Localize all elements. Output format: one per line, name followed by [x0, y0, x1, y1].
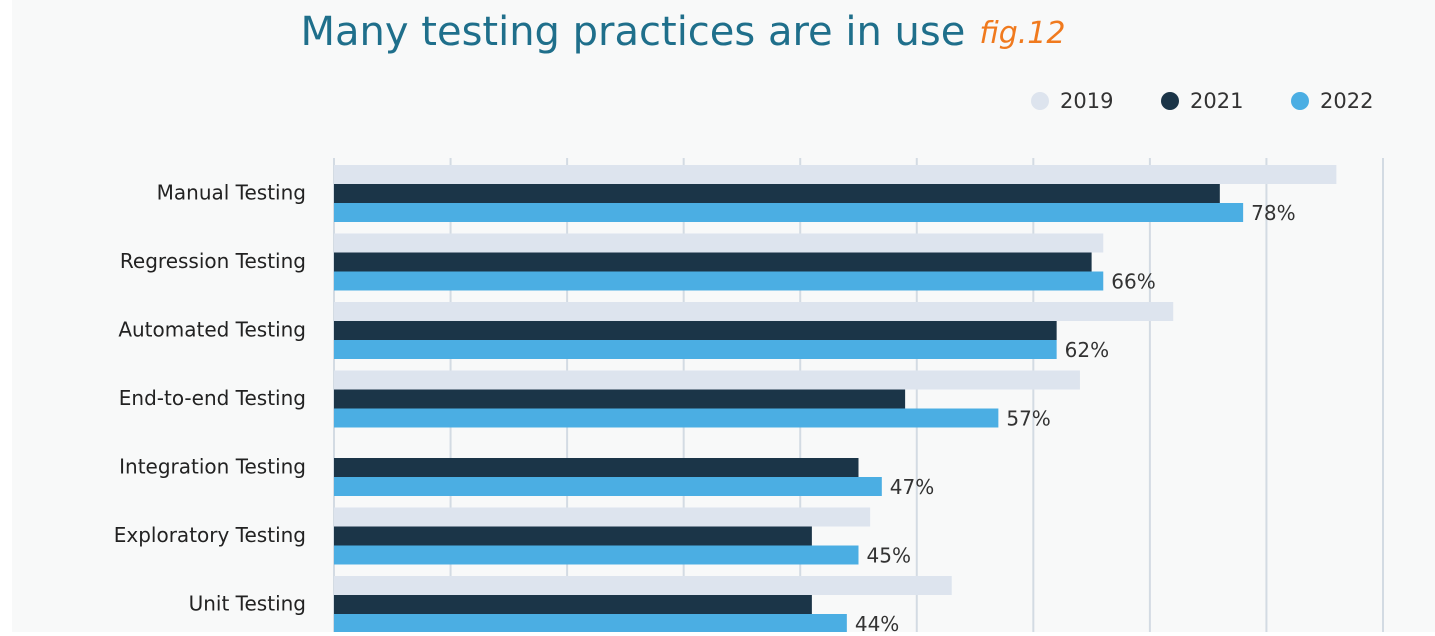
bar [334, 545, 859, 565]
bar [334, 389, 906, 409]
value-label: 44% [855, 612, 899, 632]
category-label: Automated Testing [118, 318, 306, 342]
bar [334, 340, 1057, 359]
legend-label: 2022 [1320, 89, 1373, 113]
bar [334, 233, 1104, 253]
bar [334, 184, 1220, 203]
bar [334, 526, 812, 546]
value-label: 62% [1065, 338, 1109, 362]
bar [334, 614, 847, 633]
bar [334, 408, 999, 428]
value-label: 45% [867, 544, 911, 568]
category-label: Integration Testing [119, 455, 306, 479]
legend-swatch [1031, 92, 1049, 110]
chart-title: Many testing practices are in use fig.12 [301, 9, 1066, 55]
bar [334, 507, 871, 527]
bar [334, 576, 952, 595]
legend-label: 2021 [1190, 89, 1243, 113]
value-label: 57% [1006, 407, 1050, 431]
bar [334, 203, 1244, 222]
bar [334, 165, 1337, 184]
legend-swatch [1161, 92, 1179, 110]
bar [334, 458, 859, 477]
bar [334, 302, 1174, 321]
legend-label: 2019 [1060, 89, 1113, 113]
bar [334, 271, 1104, 291]
category-label: Unit Testing [189, 592, 306, 616]
bar [334, 477, 882, 496]
value-label: 47% [890, 475, 934, 499]
bar [334, 252, 1092, 272]
legend-swatch [1291, 92, 1309, 110]
category-label: Manual Testing [157, 181, 306, 205]
category-label: End-to-end Testing [119, 386, 306, 410]
fig-label: fig.12 [979, 16, 1065, 51]
bar [334, 321, 1057, 340]
title-text: Many testing practices are in use [301, 9, 966, 55]
bar [334, 370, 1080, 390]
category-label: Exploratory Testing [114, 523, 306, 547]
category-label: Regression Testing [120, 249, 306, 273]
value-label: 66% [1111, 270, 1155, 294]
bar [334, 595, 812, 614]
value-label: 78% [1251, 201, 1295, 225]
